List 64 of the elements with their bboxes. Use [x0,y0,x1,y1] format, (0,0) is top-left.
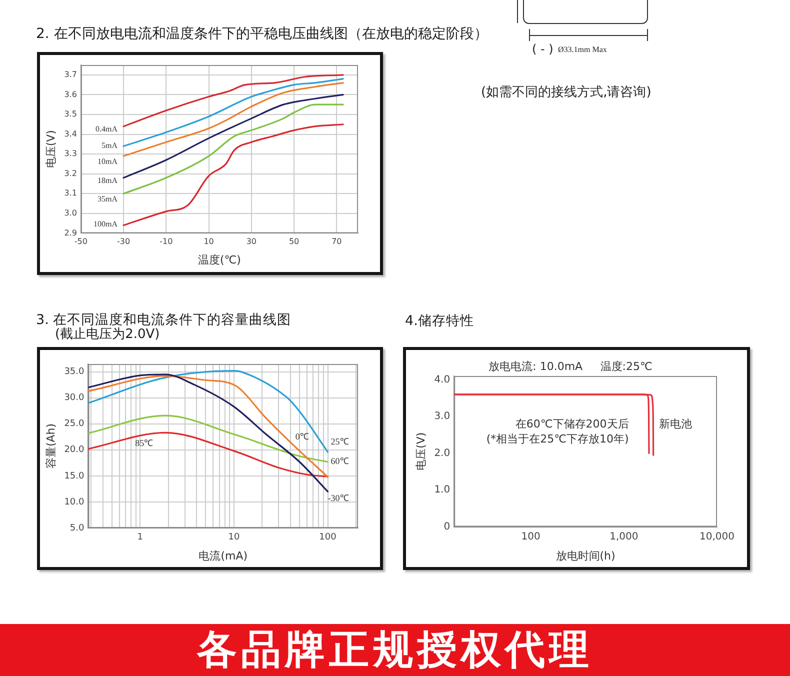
y-tick-label: 15.0 [64,471,85,482]
y-tick-label: 0 [444,521,450,532]
text: 温度:25℃ [600,360,652,373]
x-tick-label: 10 [204,237,214,246]
chart-title: 4.储存特性 [405,313,474,329]
text: Ø33.1mm Max [558,45,607,55]
series-label: 10mA [98,157,118,166]
y-tick-label: 30.0 [64,393,85,404]
x-tick-label: 50 [288,237,300,246]
x-tick-label: 100 [319,532,337,543]
y-tick-label: 5.0 [70,523,84,534]
y-tick-label: 2.0 [434,448,450,459]
series-label: 100mA [94,219,118,228]
series-label: 0℃ [295,432,309,442]
x-tick-label: 30 [246,237,257,246]
chart-title: 3. 在不同温度和电流条件下的容量曲线图 [36,312,292,328]
chart-subtitle: (截止电压为2.0V) [55,327,160,342]
chart-title: 2. 在不同放电电流和温度条件下的平稳电压曲线图（在放电的稳定阶段） [36,26,488,42]
x-axis-title: 放电时间(h) [556,549,616,562]
text: ( - ) [532,42,554,56]
series-label: 0.4mA [96,124,118,134]
series-label: 5mA [102,141,118,150]
y-axis-title: 容量(Ah) [44,423,58,469]
x-tick-label: 1 [137,532,143,543]
y-tick-label: 10.0 [64,497,85,508]
y-tick-label: 3.0 [434,411,450,422]
series-label: 在60℃下储存200天后 [515,417,629,430]
y-axis-title: 电压(V) [44,130,58,168]
x-axis-title: 温度(℃) [198,253,241,266]
y-tick-label: 3.2 [64,168,77,178]
y-tick-label: 25.0 [64,419,85,430]
y-tick-label: 1.0 [434,484,450,496]
text: (如需不同的接线方式,请咨询) [481,85,652,100]
x-tick-label: 100 [521,531,540,542]
annotation: (*相当于在25℃下存放10年) [486,432,629,446]
x-tick-label: 70 [332,237,342,246]
y-tick-label: 3.5 [64,110,77,119]
y-tick-label: 3.1 [64,188,77,198]
y-tick-label: 3.0 [64,208,77,218]
y-tick-label: 20.0 [64,445,85,456]
text: 各品牌正规授权代理 [0,627,790,673]
series-label: -30℃ [328,492,349,503]
text: 放电电流: 10.0mA [488,360,584,373]
series-label: 35mA [98,194,118,204]
series-label: 新电池 [659,417,692,430]
x-axis-title: 电流(mA) [198,549,248,562]
y-tick-label: 35.0 [64,367,85,378]
x-tick-label: 10 [228,532,240,543]
y-tick-label: 3.3 [64,149,77,158]
x-tick-label: 10,000 [700,531,734,542]
x-tick-label: -10 [160,237,173,246]
y-tick-label: 3.4 [64,129,77,138]
x-tick-label: 1,000 [610,531,638,542]
series-label: 18mA [98,176,118,185]
series-label: 25℃ [330,436,349,446]
series-label: 60℃ [330,456,349,466]
y-tick-label: 4.0 [434,374,450,386]
y-tick-label: 3.7 [64,70,77,79]
x-tick-label: -50 [74,237,88,246]
x-tick-label: -30 [117,237,130,246]
series-label: 85℃ [135,438,154,448]
y-tick-label: 2.9 [64,228,77,238]
y-tick-label: 3.6 [64,90,77,99]
y-axis-title: 电压(V) [414,432,428,470]
